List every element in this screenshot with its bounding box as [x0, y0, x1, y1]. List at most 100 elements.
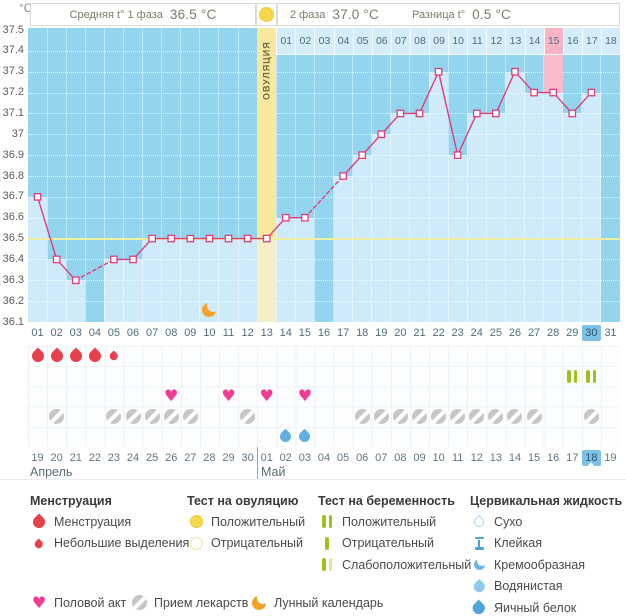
cycle-day-label[interactable]: 28	[547, 326, 560, 339]
chart-day-column-06[interactable]	[123, 28, 142, 322]
cycle-day-label[interactable]: 29	[566, 326, 579, 339]
annotation-cell[interactable]	[525, 407, 544, 427]
date-cell[interactable]: 23	[107, 451, 121, 464]
chart-day-column-25[interactable]	[486, 28, 505, 322]
annotation-cell[interactable]	[238, 407, 257, 427]
cycle-day-label[interactable]: 04	[88, 326, 101, 339]
date-cell[interactable]: 27	[184, 451, 197, 464]
annotation-cell[interactable]	[448, 407, 467, 427]
date-cell[interactable]: 08	[394, 451, 407, 464]
cycle-day-label[interactable]: 11	[222, 326, 235, 339]
cycle-day-label[interactable]: 16	[317, 326, 331, 339]
chart-day-column-30[interactable]	[582, 28, 601, 322]
date-cell[interactable]: 20	[50, 451, 63, 464]
date-cell[interactable]: 30	[241, 451, 254, 464]
cycle-day-label[interactable]: 02	[50, 326, 63, 339]
cycle-day-label[interactable]: 03	[69, 326, 82, 339]
cycle-day-label[interactable]: 01	[31, 326, 44, 339]
annotation-cell[interactable]: ♥	[257, 386, 276, 406]
cycle-day-label[interactable]: 20	[394, 326, 407, 339]
cycle-day-label[interactable]: 31	[604, 326, 617, 339]
annotation-cell[interactable]	[28, 346, 47, 366]
date-cell[interactable]: 22	[88, 451, 101, 464]
date-cell[interactable]: 11	[451, 451, 464, 464]
cycle-day-label[interactable]: 08	[165, 326, 178, 339]
date-cell[interactable]: 25	[146, 451, 159, 464]
cycle-day-label[interactable]: 10	[203, 326, 216, 339]
annotation-cell[interactable]	[123, 407, 142, 427]
date-cell[interactable]: 09	[413, 451, 426, 464]
chart-day-column-20[interactable]	[391, 28, 410, 322]
annotation-cell[interactable]	[563, 366, 582, 386]
annotation-cell[interactable]	[467, 407, 486, 427]
annotation-cell[interactable]	[410, 407, 429, 427]
annotation-cell[interactable]	[276, 427, 295, 447]
chart-day-column-24[interactable]	[467, 28, 486, 322]
cycle-day-label[interactable]: 06	[126, 326, 140, 339]
annotation-cell[interactable]	[85, 346, 104, 366]
date-cell[interactable]: 02	[279, 451, 292, 464]
chart-day-column-02[interactable]	[47, 28, 66, 322]
cycle-day-label[interactable]: 21	[413, 326, 426, 339]
chart-day-column-01[interactable]	[28, 28, 47, 322]
cycle-day-label[interactable]: 15	[298, 326, 312, 339]
annotation-cell[interactable]: ♥	[295, 386, 314, 406]
annotation-cell[interactable]	[391, 407, 410, 427]
chart-day-column-22[interactable]	[429, 28, 448, 322]
cycle-day-label[interactable]: 12	[241, 326, 254, 339]
annotation-cell[interactable]	[143, 407, 162, 427]
date-cell[interactable]: 10	[432, 451, 445, 464]
chart-day-column-03[interactable]	[66, 28, 85, 322]
chart-day-column-19[interactable]	[372, 28, 391, 322]
date-cell[interactable]: 03	[298, 451, 312, 464]
cycle-day-label[interactable]: 26	[508, 326, 522, 339]
annotation-cell[interactable]	[372, 407, 391, 427]
date-cell[interactable]: 12	[470, 451, 483, 464]
date-cell[interactable]: 24	[126, 451, 140, 464]
chart-day-column-26[interactable]	[505, 28, 524, 322]
chart-day-column-16[interactable]	[314, 28, 333, 322]
chart-day-column-05[interactable]	[104, 28, 123, 322]
chart-day-column-18[interactable]	[353, 28, 372, 322]
cycle-day-label[interactable]: 23	[451, 326, 464, 339]
chart-day-column-21[interactable]	[410, 28, 429, 322]
cycle-day-label[interactable]: 07	[146, 326, 159, 339]
chart-day-column-10[interactable]	[200, 28, 219, 322]
date-cell[interactable]: 21	[69, 451, 82, 464]
cycle-day-label[interactable]: 14	[279, 326, 292, 339]
chart-day-column-31[interactable]	[601, 28, 620, 322]
annotation-cell[interactable]	[47, 346, 66, 366]
date-cell[interactable]: 19	[31, 451, 44, 464]
cycle-day-label[interactable]: 05	[107, 326, 121, 339]
chart-day-column-28[interactable]	[544, 28, 563, 322]
date-cell[interactable]: 07	[375, 451, 388, 464]
date-cell[interactable]: 01	[260, 451, 273, 464]
annotation-cell[interactable]	[47, 407, 66, 427]
annotation-cell[interactable]	[582, 407, 601, 427]
date-cell[interactable]: 26	[165, 451, 178, 464]
annotation-cell[interactable]: ♥	[219, 386, 238, 406]
annotation-cell[interactable]: ♥	[162, 386, 181, 406]
date-cell[interactable]: 14	[508, 451, 522, 464]
date-cell[interactable]: 16	[547, 451, 560, 464]
date-cell[interactable]: 29	[222, 451, 235, 464]
annotation-cell[interactable]	[429, 407, 448, 427]
date-cell[interactable]: 18	[581, 449, 601, 467]
cycle-day-label[interactable]: 19	[375, 326, 388, 339]
chart-day-column-27[interactable]	[525, 28, 544, 322]
chart-day-column-29[interactable]	[563, 28, 582, 322]
annotation-cell[interactable]	[582, 366, 601, 386]
date-cell[interactable]: 06	[356, 451, 369, 464]
cycle-day-label[interactable]: 27	[527, 326, 541, 339]
annotation-cell[interactable]	[295, 427, 314, 447]
annotation-cell[interactable]	[104, 346, 123, 366]
chart-day-column-17[interactable]	[334, 28, 353, 322]
annotation-cell[interactable]	[104, 407, 123, 427]
date-cell[interactable]: 28	[203, 451, 216, 464]
chart-day-column-07[interactable]	[143, 28, 162, 322]
annotation-cell[interactable]	[66, 346, 85, 366]
date-cell[interactable]: 17	[566, 451, 579, 464]
date-cell[interactable]: 05	[336, 451, 350, 464]
date-cell[interactable]: 19	[604, 451, 617, 464]
chart-day-column-23[interactable]	[448, 28, 467, 322]
